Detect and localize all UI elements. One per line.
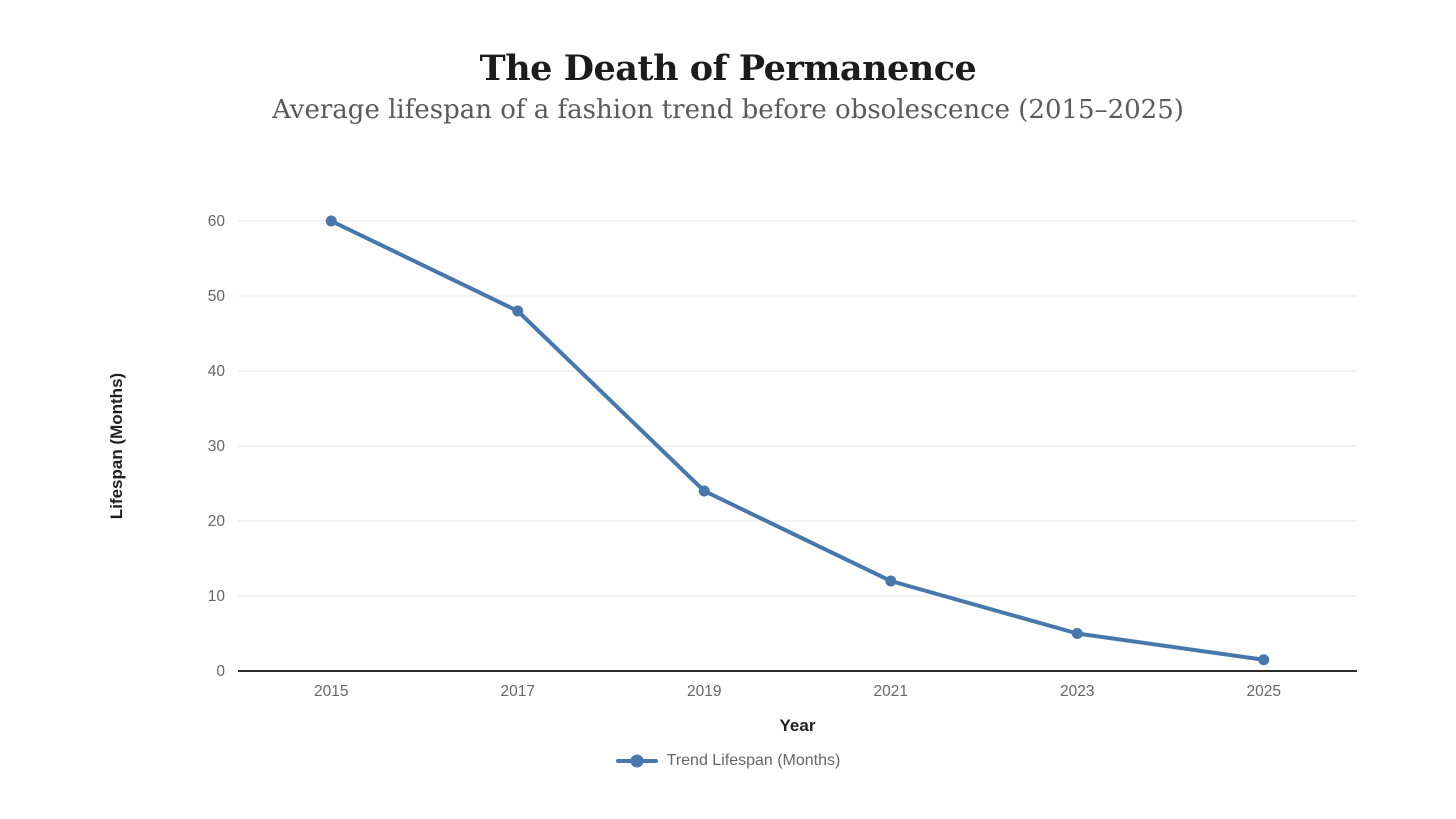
data-point[interactable] bbox=[512, 305, 524, 317]
x-tick-label: 2015 bbox=[314, 683, 348, 700]
chart-legend: Trend Lifespan (Months) bbox=[0, 752, 1456, 770]
y-tick-label: 30 bbox=[208, 438, 226, 455]
x-tick-label: 2017 bbox=[501, 683, 535, 700]
chart-subtitle: Average lifespan of a fashion trend befo… bbox=[272, 95, 1184, 125]
x-axis-title: Year bbox=[779, 716, 816, 735]
data-point[interactable] bbox=[698, 485, 710, 497]
y-tick-label: 10 bbox=[208, 588, 226, 605]
y-tick-label: 0 bbox=[216, 663, 225, 680]
data-point[interactable] bbox=[1071, 628, 1083, 639]
legend-line-marker-icon bbox=[615, 754, 658, 768]
data-point[interactable] bbox=[325, 215, 337, 227]
legend-point-icon bbox=[630, 754, 644, 768]
y-tick-label: 50 bbox=[208, 288, 226, 305]
y-tick-label: 60 bbox=[208, 213, 226, 230]
legend-label: Trend Lifespan (Months) bbox=[666, 752, 841, 769]
data-point[interactable] bbox=[885, 575, 897, 587]
trend-line bbox=[329, 219, 1266, 662]
x-tick-label: 2025 bbox=[1247, 683, 1281, 700]
x-tick-label: 2021 bbox=[874, 683, 908, 700]
y-axis-title: Lifespan (Months) bbox=[107, 372, 126, 520]
x-tick-label: 2023 bbox=[1060, 683, 1094, 700]
data-point[interactable] bbox=[1258, 654, 1270, 666]
y-tick-label: 20 bbox=[208, 513, 226, 530]
legend-item-trend-lifespan[interactable]: Trend Lifespan (Months) bbox=[615, 752, 841, 770]
y-tick-label: 40 bbox=[208, 363, 226, 380]
chart-title: The Death of Permanence bbox=[479, 48, 977, 89]
x-tick-label: 2019 bbox=[687, 683, 721, 700]
